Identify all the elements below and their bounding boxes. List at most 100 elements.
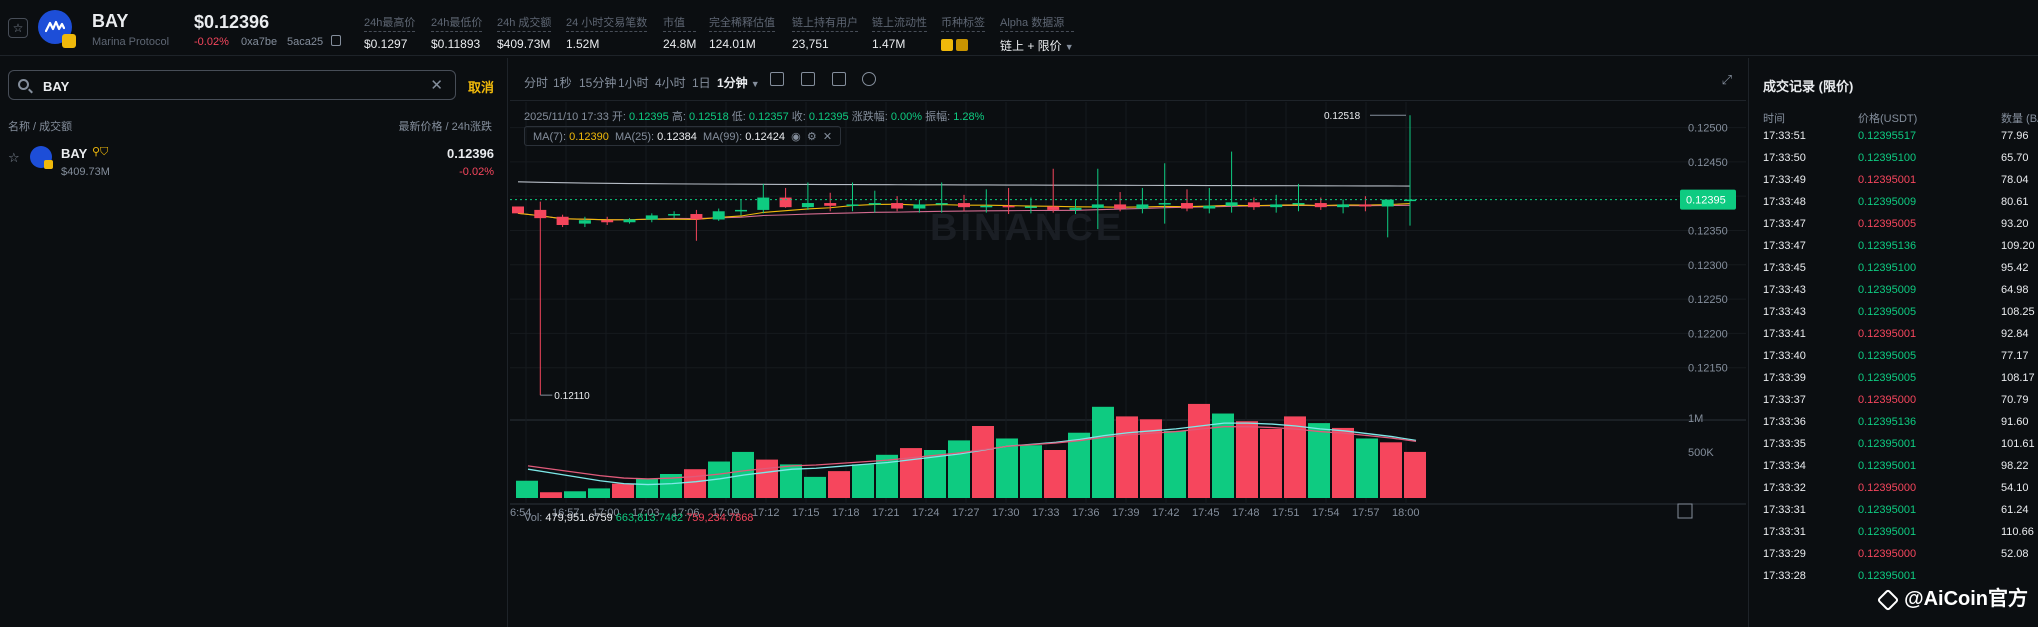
trade-price: 0.12395000 <box>1858 394 1917 406</box>
ma99-line <box>517 181 1411 187</box>
token-header: ☆ BAY Marina Protocol $0.12396 -0.02% 0x… <box>0 0 2038 56</box>
contract-address-suffix: 5aca25 <box>287 36 324 48</box>
gear-icon[interactable]: ⚙ <box>806 131 817 143</box>
favorite-star-icon[interactable]: ☆ <box>8 18 28 38</box>
time-tick-label: 17:21 <box>872 507 900 519</box>
time-tick-label: 17:09 <box>712 507 740 519</box>
trade-time: 17:33:40 <box>1763 350 1806 362</box>
trade-qty: 101.61 <box>2001 438 2035 450</box>
volume-bar <box>804 476 826 498</box>
stat-alpha-source[interactable]: Alpha 数据源 链上 + 限价 ▼ <box>1000 14 1074 54</box>
trade-qty: 93.20 <box>2001 218 2029 230</box>
trade-price: 0.12395005 <box>1858 218 1917 230</box>
candle-body <box>1225 202 1238 206</box>
candle-body <box>1158 203 1171 205</box>
candle-body <box>601 220 614 223</box>
fullscreen-icon[interactable]: ⤢ <box>1721 72 1732 87</box>
chain-badge-icon <box>44 160 53 169</box>
eye-icon[interactable]: ◉ <box>791 131 801 143</box>
trade-price: 0.12395100 <box>1858 262 1917 274</box>
time-tick-label: 17:42 <box>1152 507 1180 519</box>
trade-row: 17:33:29 0.12395000 52.08 <box>1763 548 2038 570</box>
token-search-panel: ✕ 取消 名称 / 成交额 最新价格 / 24h涨跌 ☆ BAY ⚲⛉ $409… <box>0 58 508 627</box>
trade-row: 17:33:45 0.12395100 95.42 <box>1763 262 2038 284</box>
search-input[interactable] <box>43 76 423 96</box>
candle-body <box>1247 202 1260 208</box>
current-price: $0.12396 <box>194 12 270 32</box>
col-name-volume[interactable]: 名称 / 成交额 <box>8 121 73 133</box>
volume-bar <box>516 480 538 498</box>
stat-24h-volume: 24h 成交额 $409.73M <box>497 14 552 51</box>
list-item[interactable]: ☆ BAY ⚲⛉ $409.73M 0.12396 -0.02% <box>0 142 508 186</box>
candle-body <box>1024 206 1037 208</box>
row-price: 0.12396 <box>447 146 494 161</box>
time-tick-label: 17:30 <box>992 507 1020 519</box>
volume-bar <box>780 464 802 498</box>
volume-bar <box>1140 419 1162 498</box>
trade-time: 17:33:50 <box>1763 152 1806 164</box>
candle-body <box>645 215 658 220</box>
current-price-label: 0.12395 <box>1686 195 1726 207</box>
settings-icon[interactable] <box>862 72 876 86</box>
volume-bar <box>1092 406 1114 498</box>
close-icon[interactable]: ✕ <box>822 131 833 143</box>
timeframe-tab[interactable]: 1日 <box>692 76 711 90</box>
col-price: 价格(USDT) <box>1858 113 1918 125</box>
trade-price: 0.12395001 <box>1858 504 1917 516</box>
trade-row: 17:33:36 0.12395136 91.60 <box>1763 416 2038 438</box>
trade-row: 17:33:40 0.12395005 77.17 <box>1763 350 2038 372</box>
aicoin-logo-icon <box>1876 588 1900 612</box>
col-price-change[interactable]: 最新价格 / 24h涨跌 <box>398 121 492 133</box>
time-tick-label: 17:51 <box>1272 507 1300 519</box>
clear-icon[interactable]: ✕ <box>430 77 443 94</box>
price-tick-label: 0.12150 <box>1688 363 1728 375</box>
volume-bar <box>540 492 562 498</box>
time-tick-label: 16:57 <box>552 507 580 519</box>
search-box[interactable]: ✕ <box>8 70 456 100</box>
candle-body <box>891 203 904 209</box>
timeframe-tab[interactable]: 1秒 <box>553 76 572 90</box>
volume-legend: Vol: 479,951.6759 663,813.7462 759,234.7… <box>524 512 754 524</box>
timeframe-tab[interactable]: 15分钟 <box>579 76 617 90</box>
candlestick-chart[interactable]: 0.125000.124500.124000.123500.123000.122… <box>510 102 1746 627</box>
candle-body <box>1314 203 1327 208</box>
chart-type-icon[interactable] <box>770 72 784 86</box>
time-tick-label: 6:54 <box>510 507 531 519</box>
trade-time: 17:33:37 <box>1763 394 1806 406</box>
volume-bar <box>852 464 874 498</box>
chart-panel: 分时 1秒 15分钟 1小时 4小时 1日 1分钟 ▼ ⤢ 0.12500 0.12… <box>510 58 1746 627</box>
ma-legend[interactable]: MA(7): 0.12390 MA(25): 0.12384 MA(99): 0… <box>524 126 842 146</box>
timeframe-tab[interactable]: 分时 <box>524 76 549 90</box>
trade-record-title: 成交记录 (限价) <box>1763 79 1854 94</box>
favorite-star-icon[interactable]: ☆ <box>8 150 20 165</box>
trade-qty: 91.60 <box>2001 416 2029 428</box>
trade-price: 0.12395136 <box>1858 416 1917 428</box>
candle-body <box>1203 205 1216 209</box>
volume-bar <box>588 488 610 498</box>
time-tick-label: 17:00 <box>592 507 620 519</box>
timeframe-tab[interactable]: 1小时 <box>618 76 649 90</box>
drawing-tools-icon[interactable] <box>832 72 846 86</box>
search-icon <box>18 79 29 90</box>
time-tick-label: 17:48 <box>1232 507 1260 519</box>
trade-time: 17:33:51 <box>1763 130 1806 142</box>
time-tick-label: 17:39 <box>1112 507 1140 519</box>
candle-body <box>1270 204 1283 208</box>
volume-bar <box>1116 416 1138 498</box>
cancel-button[interactable]: 取消 <box>468 80 495 95</box>
volume-bar <box>564 491 586 498</box>
trade-row: 17:33:39 0.12395005 108.17 <box>1763 372 2038 394</box>
trade-price: 0.12395000 <box>1858 482 1917 494</box>
timeframe-tab[interactable]: 4小时 <box>655 76 686 90</box>
copy-icon[interactable] <box>331 35 341 46</box>
price-change: -0.02% <box>194 36 229 48</box>
volume-tick-label: 500K <box>1688 447 1714 459</box>
trade-price: 0.12395001 <box>1858 570 1917 582</box>
trade-row: 17:33:31 0.12395001 110.66 <box>1763 526 2038 548</box>
timeframe-tab-active[interactable]: 1分钟 ▼ <box>717 76 760 90</box>
trade-qty: 52.08 <box>2001 548 2029 560</box>
stat-liquidity: 链上流动性 1.47M <box>872 14 927 51</box>
indicator-icon[interactable] <box>801 72 815 86</box>
trade-time: 17:33:28 <box>1763 570 1806 582</box>
time-tick-label: 17:45 <box>1192 507 1220 519</box>
